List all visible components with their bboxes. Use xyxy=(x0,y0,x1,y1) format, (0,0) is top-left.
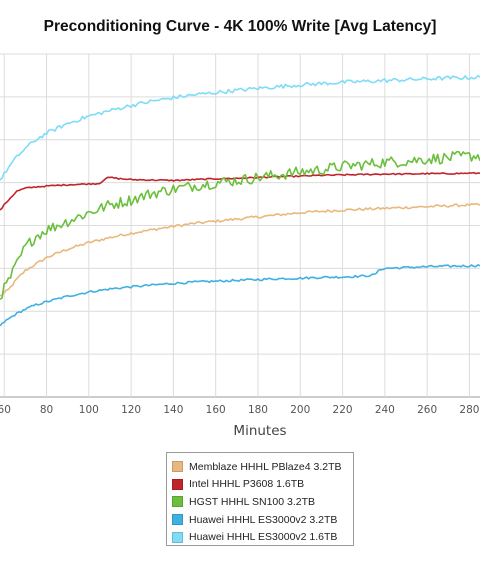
x-tick-label: 60 xyxy=(0,404,11,416)
legend-item: Intel HHHL P3608 1.6TB xyxy=(172,476,353,494)
x-tick-label: 260 xyxy=(417,404,437,416)
series-lines xyxy=(0,74,480,327)
series-line xyxy=(0,202,480,297)
legend-swatch xyxy=(172,531,183,543)
legend: Memblaze HHHL PBlaze4 3.2TB Intel HHHL P… xyxy=(166,452,354,546)
x-tick-label: 120 xyxy=(121,404,141,416)
legend-swatch xyxy=(172,461,183,473)
legend-label: HGST HHHL SN100 3.2TB xyxy=(189,495,316,508)
x-axis-label: Minutes xyxy=(233,423,287,439)
legend-swatch xyxy=(172,478,183,490)
x-tick-label: 100 xyxy=(79,404,99,416)
x-tick-label: 180 xyxy=(248,404,268,416)
x-tick-label: 160 xyxy=(206,404,226,416)
x-tick-label: 220 xyxy=(333,404,353,416)
legend-label: Huawei HHHL ES3000v2 3.2TB xyxy=(189,513,338,526)
legend-item: HGST HHHL SN100 3.2TB xyxy=(172,493,353,511)
x-tick-label: 280 xyxy=(459,404,479,416)
legend-item: Huawei HHHL ES3000v2 1.6TB xyxy=(172,528,353,546)
series-line xyxy=(0,74,480,181)
legend-label: Intel HHHL P3608 1.6TB xyxy=(189,478,305,491)
series-line xyxy=(0,171,480,211)
chart-title: Preconditioning Curve - 4K 100% Write [A… xyxy=(43,18,437,35)
x-tick-label: 80 xyxy=(40,404,53,416)
x-tick-label: 240 xyxy=(375,404,395,416)
x-tick-label: 140 xyxy=(163,404,183,416)
x-axis-ticks: 60 80 100 120 140 160 180 200 220 240 260 280 xyxy=(0,404,479,416)
legend-swatch xyxy=(172,514,183,526)
legend-label: Huawei HHHL ES3000v2 1.6TB xyxy=(189,531,338,544)
legend-item: Huawei HHHL ES3000v2 3.2TB xyxy=(172,511,353,529)
gridlines xyxy=(0,53,480,398)
series-line xyxy=(0,151,480,300)
legend-swatch xyxy=(172,496,183,508)
legend-label: Memblaze HHHL PBlaze4 3.2TB xyxy=(189,460,342,473)
legend-item: Memblaze HHHL PBlaze4 3.2TB xyxy=(172,458,353,476)
x-tick-label: 200 xyxy=(290,404,310,416)
series-line xyxy=(0,264,480,327)
